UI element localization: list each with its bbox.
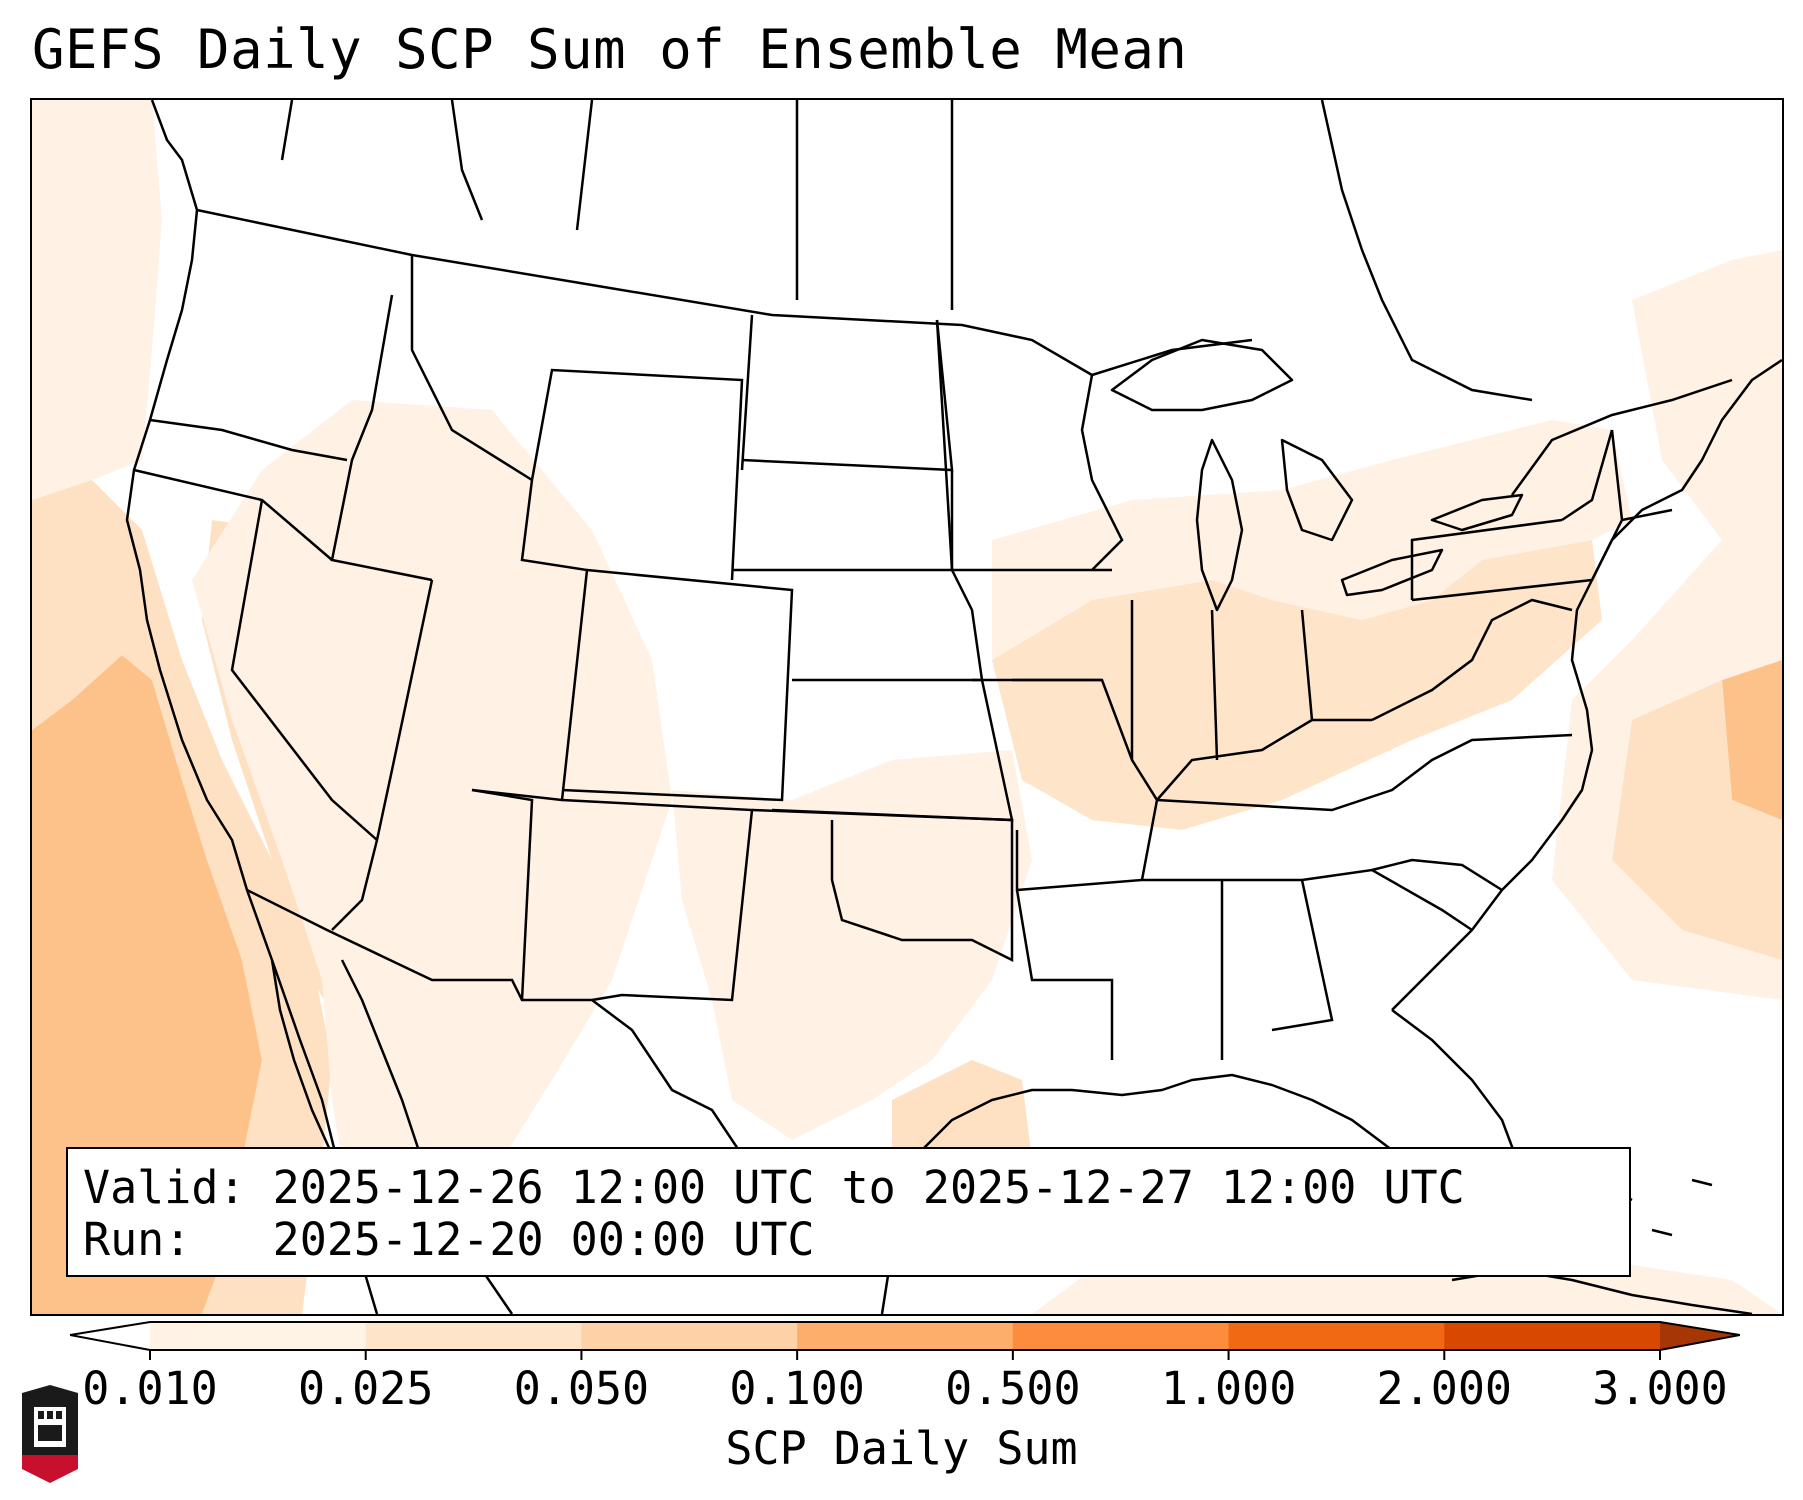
ms-al-ga <box>1142 868 1473 1060</box>
colorbar-segment <box>1012 1322 1230 1350</box>
id-border <box>330 294 433 582</box>
ca-nv-border <box>230 499 378 841</box>
colorbar-outline <box>70 1321 1740 1351</box>
scp-atlantic-mid <box>1612 680 1782 960</box>
scp-southwest-low <box>192 400 672 1220</box>
scp-pacific-low <box>32 100 162 500</box>
colorbar <box>70 1321 1740 1360</box>
map-panel[interactable] <box>30 98 1784 1316</box>
scp-midwest-mid <box>992 540 1602 830</box>
ny-ne <box>1561 429 1673 581</box>
mt-dakota <box>740 314 754 471</box>
run-line: Run: 2025-12-20 00:00 UTC <box>83 1213 815 1266</box>
colorbar-upper-extension <box>1660 1322 1740 1350</box>
run-value: 2025-12-20 00:00 UTC <box>272 1213 815 1266</box>
colorbar-segment <box>581 1322 798 1350</box>
colorbar-tick-label: 2.000 <box>1376 1362 1513 1415</box>
colorbar-segment <box>150 1322 367 1350</box>
scp-atlantic-low <box>1552 520 1782 1000</box>
nv-ut-az <box>331 579 434 931</box>
scp-texas-low <box>672 750 1032 1140</box>
colorbar-tick-label: 0.025 <box>297 1362 434 1415</box>
colorbar-segment <box>365 1322 582 1350</box>
az-nm-border <box>471 788 534 1001</box>
nm-box <box>561 798 754 1002</box>
colorbar-segment <box>1444 1322 1661 1350</box>
colorbar-label: SCP Daily Sum <box>725 1422 1078 1475</box>
scp-pacific-mid <box>32 480 332 1314</box>
colorbar-tick-label: 3.000 <box>1592 1362 1728 1415</box>
colorbar-lower-extension <box>70 1322 150 1350</box>
valid-time-box: Valid: 2025-12-26 12:00 UTC to 2025-12-2… <box>66 1147 1631 1277</box>
colorbar-tickmarks <box>149 1350 1661 1360</box>
niu-logo-icon <box>22 1385 78 1483</box>
us-west-coastline <box>125 100 379 1314</box>
scp-midwest-low <box>992 420 1632 660</box>
wy-box <box>530 368 744 581</box>
scp-northeast-low <box>1632 250 1782 540</box>
state-borders <box>133 100 1733 1252</box>
colorbar-tick-label: 0.100 <box>729 1362 865 1415</box>
ky-tn <box>1156 733 1573 812</box>
scp-shading <box>32 100 1782 1314</box>
lake-ontario <box>1430 493 1524 532</box>
lake-superior <box>1110 338 1294 412</box>
nc-sc-ga <box>1371 858 1503 892</box>
scp-map <box>32 100 1782 1314</box>
colorbar-segments <box>70 1322 1740 1350</box>
mt-wy-border <box>410 255 533 482</box>
colorbar-segment <box>797 1322 1014 1350</box>
valid-line: Valid: 2025-12-26 12:00 UTC to 2025-12-2… <box>83 1161 1465 1214</box>
lake-michigan <box>1195 438 1244 612</box>
map-title: GEFS Daily SCP Sum of Ensemble Mean <box>32 18 1188 81</box>
scp-atlantic-high <box>1722 660 1782 820</box>
wa-or-border <box>149 418 348 462</box>
lake-huron <box>1280 438 1354 542</box>
canada-interior <box>280 100 1533 402</box>
ky-north <box>1156 718 1313 801</box>
colorbar-tick-label: 1.000 <box>1160 1362 1297 1415</box>
run-label: Run: <box>83 1213 192 1266</box>
valid-value: 2025-12-26 12:00 UTC to 2025-12-27 12:00… <box>272 1161 1465 1214</box>
colorbar-tick-label: 0.500 <box>945 1362 1081 1415</box>
co-box <box>561 568 794 802</box>
colorbar-tick-label: 0.010 <box>82 1362 218 1415</box>
colorbar-tick-label: 0.050 <box>513 1362 650 1415</box>
va-wv-pa <box>1371 518 1593 722</box>
ok-tx <box>751 808 1014 963</box>
lake-erie <box>1340 548 1444 597</box>
colorbar-segment <box>1228 1322 1445 1350</box>
valid-label: Valid: <box>83 1161 246 1214</box>
